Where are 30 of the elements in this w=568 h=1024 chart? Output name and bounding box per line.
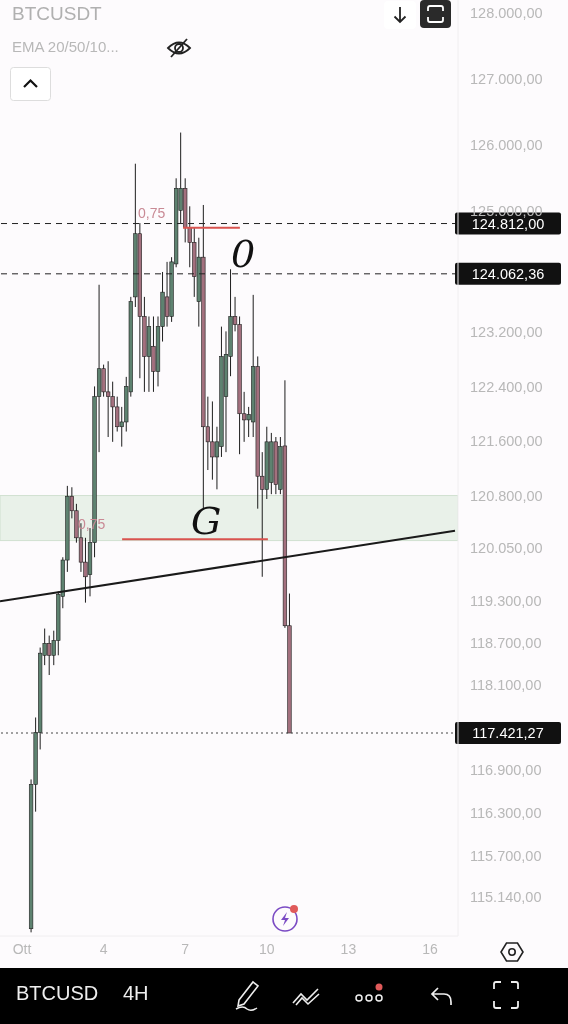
y-tick-label: 116.900,00 <box>470 762 542 779</box>
x-tick-label: 10 <box>259 940 275 957</box>
y-tick-label: 119.300,00 <box>470 592 542 609</box>
y-tick-label: 121.600,00 <box>470 433 543 450</box>
y-tick-label: 115.700,00 <box>470 848 542 865</box>
y-tick-label: 126.000,00 <box>470 136 543 153</box>
y-tick-label: 115.140,00 <box>470 888 542 905</box>
text: BTCUSD <box>16 982 99 1005</box>
x-tick-label: 4 <box>99 940 108 957</box>
ref-line-label: 124.062,36 <box>471 265 545 282</box>
x-tick-label: 16 <box>422 940 438 957</box>
text: 4H <box>123 982 149 1005</box>
y-tick-label: 118.100,00 <box>470 677 542 694</box>
y-tick-label: 123.200,00 <box>470 324 543 341</box>
annotation: EMA 20/50/10... <box>12 38 119 55</box>
y-tick-label: 120.050,00 <box>470 540 543 557</box>
ref-line-label: 117.421,27 <box>472 725 544 742</box>
annotation: 0,75 <box>138 205 166 221</box>
y-tick-label: 120.800,00 <box>470 488 543 505</box>
annotation: 0 <box>231 232 256 276</box>
x-tick-label: 7 <box>181 940 190 957</box>
y-tick-label: 128.000,00 <box>470 5 543 22</box>
y-tick-label: 122.400,00 <box>470 378 543 395</box>
x-tick-label: Ott <box>12 940 32 957</box>
annotation: G <box>191 499 222 543</box>
chart-title: BTCUSDT <box>12 3 102 25</box>
y-tick-label: 116.300,00 <box>470 805 542 822</box>
y-tick-label: 118.700,00 <box>470 634 542 651</box>
x-tick-label: 13 <box>340 940 357 957</box>
y-tick-label: 127.000,00 <box>470 70 543 87</box>
